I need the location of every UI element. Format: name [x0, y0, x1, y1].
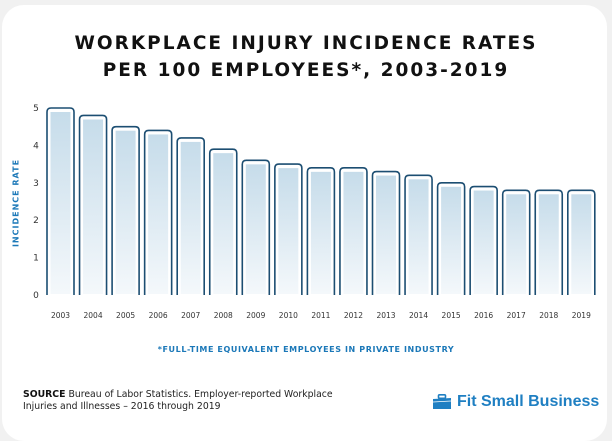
bar-fill: [538, 194, 559, 294]
x-tick-label: 2006: [149, 311, 168, 320]
bar-2019: [567, 189, 596, 295]
bar-2013: [371, 170, 401, 295]
bar-fill: [408, 179, 429, 294]
bar-2014: [404, 174, 433, 295]
x-tick-label: 2007: [181, 311, 200, 320]
x-tick-label: 2017: [507, 311, 526, 320]
y-tick-label: 2: [33, 216, 39, 226]
bar-fill: [148, 134, 169, 294]
bar-fill: [50, 112, 71, 294]
y-tick-label: 1: [33, 254, 39, 264]
source-note: SOURCE Bureau of Labor Statistics. Emplo…: [23, 389, 353, 413]
x-tick-label: 2003: [51, 311, 70, 320]
chart-title-line-2: PER 100 EMPLOYEES*, 2003-2019: [102, 60, 510, 81]
x-tick-label: 2014: [409, 311, 428, 320]
source-text: Bureau of Labor Statistics. Employer-rep…: [23, 389, 333, 412]
bar-fill: [245, 164, 266, 294]
bar-2004: [78, 114, 108, 295]
bar-2010: [274, 163, 303, 295]
x-tick-label: 2012: [344, 311, 363, 320]
y-tick-label: 0: [33, 291, 39, 301]
bar-2016: [469, 185, 498, 295]
x-tick-label: 2015: [442, 311, 461, 320]
bar-2007: [176, 137, 205, 295]
source-label: SOURCE: [23, 389, 66, 400]
briefcase-icon: [432, 394, 452, 409]
brand-name: Fit Small Business: [457, 393, 600, 410]
x-tick-label: 2011: [311, 311, 330, 320]
bar-2008: [208, 148, 238, 295]
bar-fill: [83, 119, 104, 294]
bar-2012: [339, 167, 368, 295]
bar-fill: [180, 141, 201, 294]
bar-2011: [306, 167, 336, 295]
x-tick-label: 2019: [572, 311, 591, 320]
bar-2006: [143, 129, 173, 295]
bar-fill: [571, 194, 592, 294]
x-tick-label: 2018: [539, 311, 558, 320]
bar-fill: [473, 190, 494, 294]
bar-fill: [506, 194, 527, 294]
x-tick-label: 2008: [214, 311, 233, 320]
y-tick-label: 3: [33, 179, 39, 189]
x-tick-label: 2005: [116, 311, 135, 320]
footnote: *FULL-TIME EQUIVALENT EMPLOYEES IN PRIVA…: [157, 345, 455, 354]
x-tick-label: 2009: [246, 311, 265, 320]
bar-2003: [46, 107, 75, 295]
bar-fill: [115, 130, 136, 294]
bar-2018: [534, 189, 564, 295]
bar-2009: [241, 159, 271, 295]
bar-fill: [376, 175, 396, 294]
chart-title-line-1: WORKPLACE INJURY INCIDENCE RATES: [74, 33, 538, 54]
x-tick-label: 2016: [474, 311, 493, 320]
y-tick-label: 4: [33, 141, 39, 151]
y-tick-label: 5: [33, 104, 39, 114]
chart-title: WORKPLACE INJURY INCIDENCE RATES PER 100…: [0, 30, 612, 84]
bar-2005: [111, 125, 140, 295]
bar-fill: [310, 171, 331, 294]
x-tick-label: 2010: [279, 311, 298, 320]
x-tick-label: 2004: [84, 311, 103, 320]
bar-2017: [501, 189, 531, 295]
bar-fill: [278, 168, 299, 294]
bar-fill: [343, 171, 364, 294]
bar-fill: [213, 153, 234, 294]
brand-logo: Fit Small Business: [432, 393, 599, 411]
bar-fill: [441, 186, 462, 294]
bar-2015: [436, 182, 466, 295]
x-tick-label: 2013: [376, 311, 395, 320]
